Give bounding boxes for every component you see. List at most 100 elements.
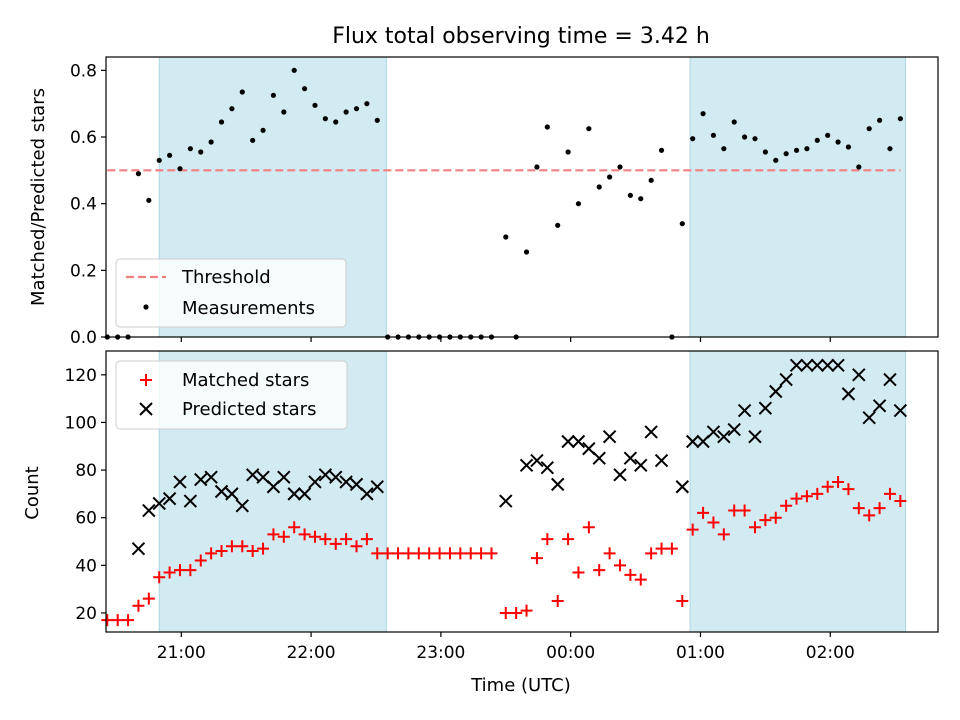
matched-star-point [475, 547, 488, 560]
measurement-point [627, 192, 633, 198]
measurement-point [291, 67, 297, 73]
matched-star-point [603, 547, 616, 560]
predicted-star-point [748, 430, 762, 444]
measurement-point [731, 119, 737, 125]
predicted-star-point [194, 472, 208, 487]
measurement-point [534, 164, 540, 170]
measurement-point [814, 137, 820, 143]
matched-star-point [800, 490, 813, 503]
predicted-star-point [779, 372, 793, 387]
matched-star-point [392, 547, 405, 560]
matched-star-point [551, 595, 564, 608]
matched-star-point [485, 547, 498, 560]
predicted-star-point [308, 475, 322, 489]
top-axes-frame [105, 56, 939, 338]
predicted-star-point [852, 368, 866, 382]
legend-predicted-label: Predicted stars [182, 399, 316, 420]
matched-star-point [257, 542, 270, 555]
predicted-star-point [602, 430, 617, 444]
x-tick-label: 23:00 [416, 643, 465, 663]
predicted-star-point [893, 403, 908, 418]
measurement-point [167, 152, 173, 158]
matched-star-point [645, 547, 658, 560]
matched-star-point [184, 564, 197, 577]
measurement-point [239, 89, 245, 95]
matched-star-point [360, 533, 373, 546]
measurement-point [876, 117, 883, 123]
matched-star-point [686, 523, 699, 536]
predicted-star-point [654, 453, 669, 468]
bottom-axes-frame [105, 350, 939, 633]
matched-star-point [613, 559, 626, 572]
predicted-star-point [634, 458, 648, 473]
measurement-point [333, 119, 339, 125]
matched-star-point [852, 502, 865, 515]
matched-star-point [863, 509, 876, 522]
matched-star-point [738, 504, 751, 517]
top-y-tick-label: 0.4 [70, 195, 97, 215]
matched-star-point [832, 475, 845, 488]
bottom-predicted-points [131, 358, 908, 556]
predicted-star-point [530, 453, 544, 468]
predicted-star-point [339, 475, 353, 489]
matched-star-point [163, 566, 176, 579]
predicted-star-point [142, 503, 156, 518]
matched-star-point [132, 599, 145, 612]
measurement-point [575, 201, 582, 207]
bottom-legend-box [115, 360, 348, 430]
predicted-star-point [162, 491, 177, 506]
matched-star-point [790, 492, 803, 505]
matched-star-point [520, 604, 533, 617]
measurement-point [281, 109, 287, 115]
matched-star-point [267, 528, 280, 541]
matched-star-point [194, 554, 207, 567]
measurement-point [544, 124, 550, 130]
matched-star-point [624, 568, 637, 581]
matched-star-point [759, 514, 772, 527]
measurement-point [260, 127, 266, 133]
measurement-point [156, 157, 162, 163]
matched-star-point [676, 595, 689, 608]
bottom-y-ticks: 20 40 60 80 100 120 [65, 366, 106, 624]
predicted-star-point [800, 358, 814, 372]
bottom-y-axis-label: Count [22, 466, 43, 519]
measurement-point [555, 222, 561, 228]
measurement-point [270, 92, 277, 98]
predicted-star-point [173, 475, 187, 489]
x-tick-label: 02:00 [806, 643, 855, 663]
matched-star-point [582, 521, 595, 534]
matched-star-point [510, 606, 523, 619]
predicted-star-point [214, 484, 229, 499]
matched-star-point [319, 533, 332, 546]
top-y-tick-label: 0.6 [70, 128, 97, 148]
measurement-point [658, 147, 665, 153]
matched-star-point [454, 547, 467, 560]
predicted-star-point [675, 480, 690, 494]
matched-star-point [101, 614, 114, 627]
measurement-point [607, 174, 613, 180]
top-legend-box [115, 258, 347, 328]
top-shaded-interval [689, 56, 907, 338]
predicted-star-point [287, 487, 301, 501]
bottom-y-tick-label: 40 [75, 556, 97, 576]
measurement-point [690, 136, 696, 142]
matched-star-point [572, 566, 585, 579]
chart-title: Flux total observing time = 3.42 h [332, 24, 710, 49]
matched-star-point [329, 537, 342, 550]
measurement-point [229, 106, 235, 112]
measurement-point [887, 146, 893, 152]
predicted-star-point [204, 470, 218, 484]
bottom-y-tick-label: 100 [65, 413, 97, 433]
predicted-star-point [831, 358, 845, 372]
bottom-y-tick-label: 60 [75, 509, 97, 529]
matched-star-point [205, 547, 218, 560]
matched-star-point [153, 571, 166, 584]
measurement-point [617, 164, 623, 170]
matched-star-point [215, 545, 228, 558]
predicted-star-point [571, 434, 586, 449]
matched-star-point [842, 483, 855, 496]
matched-star-point [288, 521, 301, 534]
predicted-star-point [235, 499, 249, 513]
matched-star-point [634, 573, 647, 586]
